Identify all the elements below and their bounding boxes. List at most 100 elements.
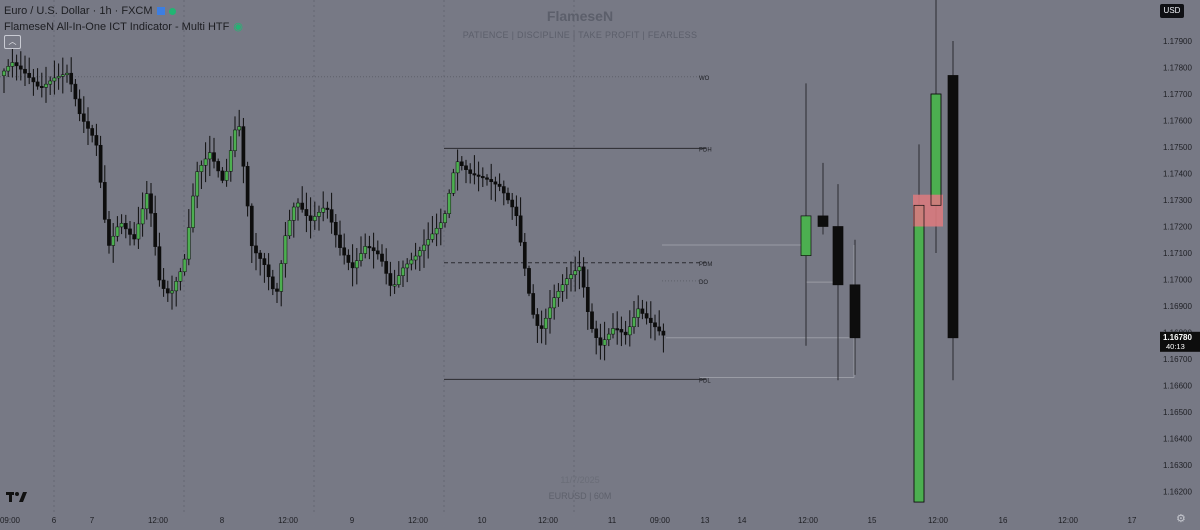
- candle: [640, 308, 645, 314]
- currency-button[interactable]: USD: [1160, 4, 1184, 18]
- time-axis[interactable]: 09:00 6 7 12:00 8 12:00 9 12:00 10 12:00 11 09:00 13…: [0, 512, 1200, 530]
- candle: [52, 77, 57, 82]
- price-tick: 1.17100: [1163, 249, 1192, 258]
- candle: [661, 330, 666, 336]
- watermark-date: 11/7/2025: [560, 475, 600, 485]
- candle: [296, 202, 300, 208]
- candle: [350, 262, 355, 269]
- collapse-legend-button[interactable]: ︿: [4, 35, 21, 49]
- price-tick: 1.17500: [1163, 143, 1192, 152]
- candle: [174, 281, 179, 292]
- htf-candles: [800, 0, 959, 503]
- time-tick: 13: [701, 516, 710, 525]
- candle: [531, 293, 536, 315]
- candle: [581, 266, 586, 288]
- candle: [602, 339, 607, 346]
- candle: [216, 161, 221, 172]
- time-tick: 12:00: [538, 516, 559, 525]
- candle: [569, 274, 573, 279]
- candle: [384, 261, 389, 274]
- candle: [321, 207, 326, 213]
- tradingview-logo-icon[interactable]: [6, 490, 28, 504]
- price-tick: 1.17400: [1163, 170, 1192, 179]
- time-tick: 7: [90, 516, 95, 525]
- candle: [18, 65, 23, 70]
- countdown-label: 40:13: [1166, 342, 1185, 351]
- price-tick: 1.16300: [1163, 461, 1192, 470]
- candle: [237, 126, 242, 131]
- symbol-title[interactable]: Euro / U.S. Dollar · 1h · FXCM: [4, 5, 153, 17]
- candle: [86, 121, 90, 129]
- candle: [136, 223, 141, 240]
- time-tick: 12:00: [798, 516, 819, 525]
- candle: [304, 209, 309, 216]
- time-tick: 12:00: [928, 516, 949, 525]
- price-axis-bg: [1160, 0, 1200, 530]
- candle: [476, 174, 481, 177]
- candle: [27, 72, 32, 78]
- time-tick: 8: [220, 516, 225, 525]
- fvg-zone: [913, 194, 943, 227]
- candle: [527, 268, 531, 294]
- candle: [224, 171, 229, 181]
- candle: [178, 271, 183, 282]
- htf-candle-outline: [930, 93, 942, 206]
- time-tick: 09:00: [0, 516, 21, 525]
- htf-candle: [800, 215, 812, 256]
- indicator-title[interactable]: FlameseN All-In-One ICT Indicator - Mult…: [4, 21, 230, 33]
- ltf-candles: [2, 48, 666, 361]
- candle: [182, 258, 187, 273]
- market-status-icon: [156, 7, 165, 15]
- price-tick: 1.16900: [1163, 302, 1192, 311]
- price-tick: 1.17600: [1163, 117, 1192, 126]
- candle: [157, 246, 162, 281]
- time-tick: 17: [1128, 516, 1137, 525]
- candle: [144, 193, 149, 210]
- settings-gear-icon[interactable]: ⚙: [1176, 513, 1186, 525]
- candle: [94, 135, 99, 146]
- candle: [279, 263, 284, 292]
- time-tick: 12:00: [1058, 516, 1079, 525]
- live-data-icon: [168, 7, 176, 15]
- candle: [615, 328, 620, 331]
- candle: [170, 290, 174, 294]
- candle: [233, 129, 237, 151]
- candle: [325, 207, 330, 210]
- candle: [90, 128, 95, 136]
- candle: [31, 77, 36, 83]
- candle: [111, 235, 116, 246]
- candle: [39, 85, 44, 88]
- candle: [346, 254, 351, 263]
- watermark-symbol: EURUSD | 60M: [548, 491, 612, 501]
- candle: [367, 246, 372, 249]
- candle: [552, 297, 557, 309]
- candle: [123, 223, 128, 230]
- visibility-eye-icon[interactable]: ◉: [233, 21, 243, 33]
- candle: [262, 258, 267, 265]
- candle: [455, 161, 460, 174]
- candle: [77, 98, 82, 115]
- price-tick: 1.17800: [1163, 64, 1192, 73]
- candle: [401, 267, 405, 276]
- htf-candle: [817, 215, 829, 227]
- candle: [245, 166, 250, 207]
- time-tick: 12:00: [278, 516, 299, 525]
- candle: [426, 239, 431, 246]
- candle: [627, 326, 632, 336]
- candle: [270, 276, 275, 290]
- price-axis[interactable]: 1.17900 1.17800 1.17700 1.17600 1.17500 1.174…: [1160, 0, 1200, 530]
- candle: [195, 171, 200, 197]
- candle: [556, 290, 561, 298]
- time-tick: 12:00: [148, 516, 169, 525]
- time-axis-bg: [0, 512, 1200, 530]
- candle: [140, 208, 145, 225]
- price-tick: 1.16400: [1163, 435, 1192, 444]
- grid-lines: [53, 0, 575, 512]
- candle: [60, 74, 65, 77]
- candle: [291, 206, 296, 221]
- candle: [447, 193, 452, 214]
- level-label-pdh: PDH: [699, 147, 712, 153]
- candle: [69, 72, 74, 85]
- htf-candle: [832, 226, 844, 286]
